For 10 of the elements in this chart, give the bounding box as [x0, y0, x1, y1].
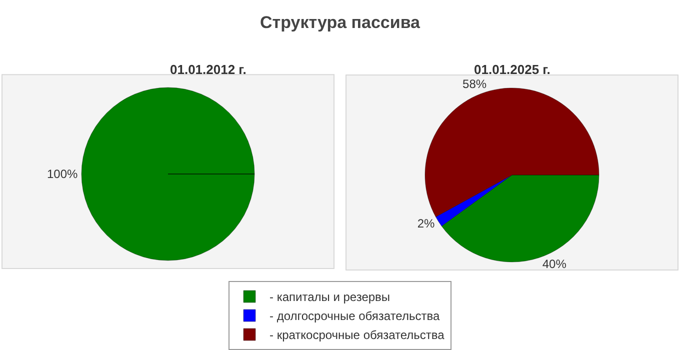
legend-label: - капиталы и резервы [270, 290, 390, 304]
chart-title: Структура пассива [260, 12, 421, 32]
data-label: 58% [462, 77, 487, 92]
chart-subtitle: 01.01.2012 г. [170, 62, 246, 77]
chart-title: 01.01.2025 г. [474, 62, 550, 77]
data-label: 40% [542, 257, 567, 272]
data-label: 2% [417, 216, 436, 231]
legend-label: - краткосрочные обязательства [270, 328, 445, 342]
data-label: 100% [46, 167, 78, 181]
legend-label: - долгосрочные обязательства [270, 309, 440, 324]
